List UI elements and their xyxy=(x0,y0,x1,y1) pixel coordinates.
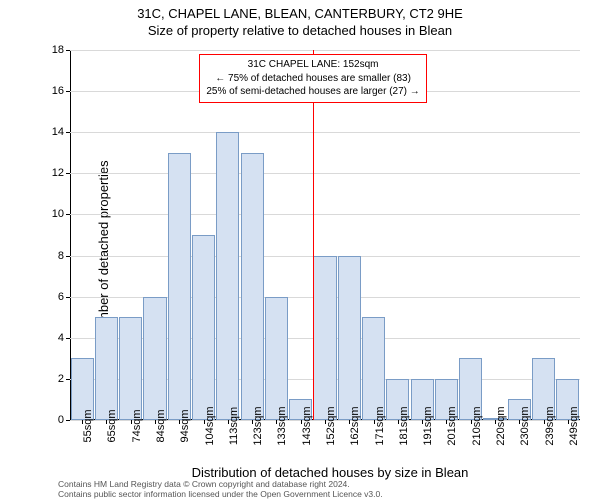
x-tick-label: 74sqm xyxy=(131,409,143,442)
plot-area: 02468101214161855sqm65sqm74sqm84sqm94sqm… xyxy=(70,50,580,420)
histogram-bar xyxy=(338,256,361,420)
y-tick-mark xyxy=(66,132,70,133)
x-tick-mark xyxy=(131,420,132,424)
histogram-bar xyxy=(313,256,336,420)
attribution-line: Contains HM Land Registry data © Crown c… xyxy=(58,479,383,489)
x-tick-mark xyxy=(155,420,156,424)
histogram-bar xyxy=(168,153,191,420)
y-tick-label: 14 xyxy=(44,126,64,138)
grid-line xyxy=(70,173,580,174)
x-tick-mark xyxy=(204,420,205,424)
x-tick-label: 191sqm xyxy=(422,406,434,445)
x-tick-mark xyxy=(82,420,83,424)
attribution: Contains HM Land Registry data © Crown c… xyxy=(58,479,383,499)
x-tick-label: 201sqm xyxy=(446,406,458,445)
x-tick-label: 162sqm xyxy=(349,406,361,445)
histogram-bar xyxy=(143,297,166,420)
y-tick-mark xyxy=(66,297,70,298)
y-tick-label: 16 xyxy=(44,85,64,97)
x-tick-mark xyxy=(519,420,520,424)
annotation-line: 25% of semi-detached houses are larger (… xyxy=(206,85,419,99)
y-tick-label: 0 xyxy=(44,414,64,426)
y-tick-mark xyxy=(66,256,70,257)
x-tick-label: 249sqm xyxy=(568,406,580,445)
y-tick-mark xyxy=(66,173,70,174)
x-tick-label: 230sqm xyxy=(519,406,531,445)
annotation-line: ← 75% of detached houses are smaller (83… xyxy=(206,72,419,86)
x-tick-mark xyxy=(106,420,107,424)
y-tick-mark xyxy=(66,214,70,215)
annotation-box: 31C CHAPEL LANE: 152sqm← 75% of detached… xyxy=(199,54,426,103)
x-tick-label: 94sqm xyxy=(179,409,191,442)
y-tick-mark xyxy=(66,50,70,51)
x-tick-label: 220sqm xyxy=(495,406,507,445)
chart-title-sub: Size of property relative to detached ho… xyxy=(0,21,600,38)
x-tick-mark xyxy=(349,420,350,424)
x-tick-mark xyxy=(495,420,496,424)
histogram-bar xyxy=(95,317,118,420)
x-tick-mark xyxy=(228,420,229,424)
histogram-bar xyxy=(192,235,215,420)
x-tick-label: 171sqm xyxy=(374,406,386,445)
grid-line xyxy=(70,132,580,133)
x-tick-mark xyxy=(276,420,277,424)
x-tick-mark xyxy=(544,420,545,424)
x-tick-mark xyxy=(374,420,375,424)
x-tick-label: 113sqm xyxy=(228,407,240,445)
x-tick-label: 239sqm xyxy=(544,406,556,445)
x-tick-mark xyxy=(568,420,569,424)
attribution-line: Contains public sector information licen… xyxy=(58,489,383,499)
histogram-bar xyxy=(265,297,288,420)
x-tick-mark xyxy=(179,420,180,424)
x-tick-mark xyxy=(446,420,447,424)
y-tick-label: 12 xyxy=(44,167,64,179)
x-tick-label: 181sqm xyxy=(398,406,410,445)
x-tick-mark xyxy=(301,420,302,424)
y-tick-label: 4 xyxy=(44,332,64,344)
y-tick-label: 18 xyxy=(44,44,64,56)
histogram-bar xyxy=(119,317,142,420)
chart-title-main: 31C, CHAPEL LANE, BLEAN, CANTERBURY, CT2… xyxy=(0,0,600,21)
x-tick-mark xyxy=(422,420,423,424)
x-tick-label: 143sqm xyxy=(301,406,313,445)
annotation-line: 31C CHAPEL LANE: 152sqm xyxy=(206,58,419,72)
x-tick-label: 65sqm xyxy=(106,409,118,442)
chart-container: 31C, CHAPEL LANE, BLEAN, CANTERBURY, CT2… xyxy=(0,0,600,500)
marker-line xyxy=(313,50,314,420)
y-tick-mark xyxy=(66,420,70,421)
x-tick-label: 104sqm xyxy=(204,406,216,445)
y-tick-label: 2 xyxy=(44,373,64,385)
histogram-bar xyxy=(216,132,239,420)
histogram-bar xyxy=(362,317,385,420)
x-tick-label: 210sqm xyxy=(471,406,483,445)
x-tick-label: 55sqm xyxy=(82,409,94,442)
y-tick-mark xyxy=(66,379,70,380)
histogram-bar xyxy=(241,153,264,420)
x-tick-mark xyxy=(325,420,326,424)
x-tick-mark xyxy=(398,420,399,424)
y-tick-label: 10 xyxy=(44,208,64,220)
y-tick-label: 6 xyxy=(44,291,64,303)
x-tick-label: 133sqm xyxy=(276,406,288,445)
x-tick-mark xyxy=(471,420,472,424)
y-tick-label: 8 xyxy=(44,250,64,262)
x-tick-mark xyxy=(252,420,253,424)
grid-line xyxy=(70,50,580,51)
x-tick-label: 152sqm xyxy=(325,406,337,445)
grid-line xyxy=(70,214,580,215)
x-tick-label: 123sqm xyxy=(252,406,264,445)
y-tick-mark xyxy=(66,338,70,339)
y-tick-mark xyxy=(66,91,70,92)
x-tick-label: 84sqm xyxy=(155,409,167,442)
